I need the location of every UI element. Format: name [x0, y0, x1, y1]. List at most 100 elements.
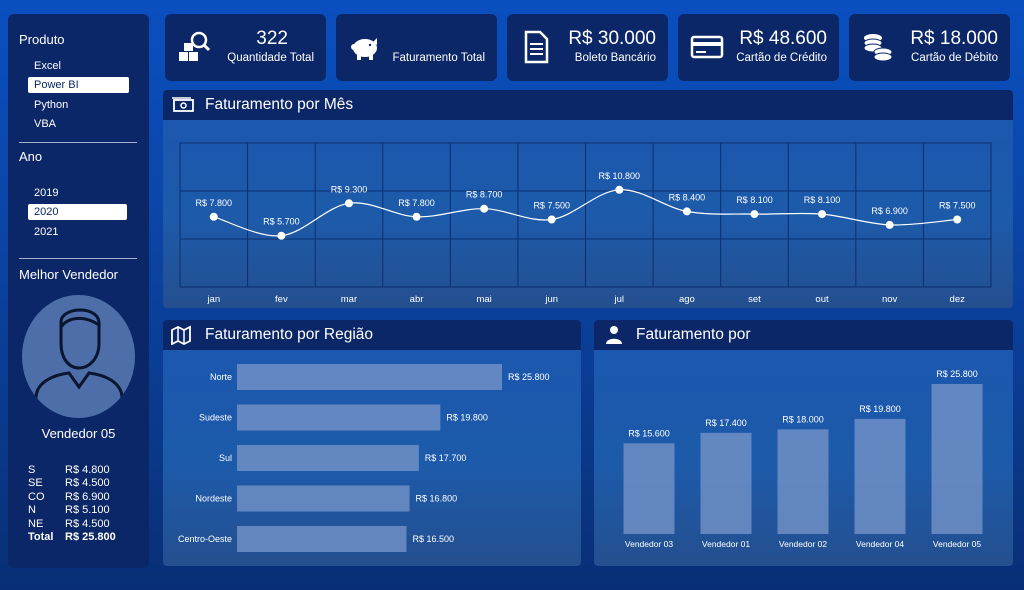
line-chart: R$ 7.800 jan R$ 5.700 fev R$ 9.300 mar R$ 7.80…: [179, 142, 992, 305]
panel-header: Faturamento por: [594, 320, 1013, 350]
x-tick-label: jun: [544, 294, 558, 305]
ano-title: Ano: [19, 149, 43, 164]
x-tick-label: fev: [275, 294, 288, 305]
data-point: [818, 210, 827, 219]
divider: [19, 142, 137, 143]
credit-card-icon: [690, 35, 724, 59]
kpi-value: R$ 30.000: [568, 28, 656, 49]
melhor-vendedor-title: Melhor Vendedor: [19, 267, 119, 282]
stat-row: S R$ 4.800: [28, 464, 110, 476]
money-icon: [172, 97, 194, 112]
hbar-chart: Norte R$ 25.800 Sudeste R$ 19.800 Sul R$ 17.7…: [178, 364, 550, 552]
x-tick-label: mar: [341, 294, 357, 305]
kpi-label: Faturamento Total: [392, 52, 485, 64]
data-label: R$ 7.500: [533, 201, 570, 211]
slicer-item-python[interactable]: Python: [34, 99, 69, 111]
x-tick-label: dez: [950, 294, 966, 305]
data-label: R$ 19.800: [859, 404, 901, 414]
kpi-value: R$ 18.000: [910, 28, 998, 49]
x-tick-label: mai: [476, 294, 491, 305]
bar: [777, 429, 829, 534]
kpi-cartao-debito: R$ 18.000 Cartão de Débito: [849, 14, 1010, 81]
panel-header: Faturamento por Região: [163, 320, 581, 350]
slicer-item-2021[interactable]: 2021: [34, 226, 59, 238]
data-label: R$ 7.800: [196, 198, 233, 208]
category-label: Vendedor 03: [625, 539, 673, 549]
panel-faturamento-regiao: Faturamento por Região Norte R$ 25.800 Sud…: [163, 320, 581, 566]
data-label: R$ 19.800: [446, 413, 488, 423]
user-icon: [606, 326, 622, 344]
data-label: R$ 6.900: [871, 206, 908, 216]
data-point: [547, 215, 556, 224]
bar: [237, 526, 407, 552]
data-point: [480, 204, 489, 213]
best-vendor-name: Vendedor 05: [41, 426, 116, 441]
category-label: Vendedor 02: [779, 539, 827, 549]
x-tick-label: abr: [410, 294, 424, 305]
bar: [237, 364, 502, 390]
avatar: [22, 295, 135, 418]
x-tick-label: out: [815, 294, 829, 305]
data-label: R$ 25.800: [508, 372, 550, 382]
kpi-label: Quantidade Total: [227, 52, 314, 64]
bar: [237, 404, 441, 431]
boxes-search-icon: [179, 31, 211, 61]
person-icon: [34, 308, 124, 418]
data-label: R$ 15.600: [628, 428, 670, 438]
stat-row: NE R$ 4.500: [28, 517, 110, 530]
bar: [700, 432, 752, 534]
bar: [237, 445, 419, 471]
data-label: R$ 10.800: [599, 171, 641, 181]
data-label: R$ 8.400: [669, 192, 706, 202]
stat-row: SE R$ 4.500: [28, 477, 110, 490]
x-tick-label: nov: [882, 294, 898, 305]
data-label: R$ 5.700: [263, 217, 300, 227]
data-point: [682, 207, 691, 216]
bar: [931, 384, 983, 534]
data-point: [277, 231, 286, 240]
data-label: R$ 7.500: [939, 201, 976, 211]
bar: [237, 485, 410, 512]
data-point: [750, 210, 759, 219]
slicer-item-vba[interactable]: VBA: [34, 118, 57, 130]
data-label: R$ 8.700: [466, 190, 503, 200]
data-label: R$ 7.800: [398, 198, 435, 208]
panel-header: Faturamento por Mês: [163, 90, 1013, 120]
data-label: R$ 17.400: [705, 418, 747, 428]
slicer-item-excel[interactable]: Excel: [34, 60, 61, 72]
kpi-value: R$ 48.600: [739, 28, 827, 49]
stat-row: N R$ 5.100: [28, 504, 110, 517]
data-point: [953, 215, 962, 224]
vbar-chart: R$ 15.600 Vendedor 03 R$ 17.400 Vendedor 01…: [623, 369, 983, 549]
kpi-label: Boleto Bancário: [574, 52, 656, 64]
slicer-item-2019[interactable]: 2019: [34, 187, 59, 199]
category-label: Vendedor 01: [702, 539, 750, 549]
data-label: R$ 16.800: [416, 494, 458, 504]
map-icon: [171, 325, 191, 345]
piggy-bank-icon: [351, 38, 377, 60]
slicer-item-2020[interactable]: 2020: [28, 204, 127, 220]
panel-title: Faturamento por Mês: [205, 96, 354, 113]
series-line: [213, 189, 958, 237]
document-icon: [524, 30, 549, 64]
data-point: [344, 199, 353, 208]
data-label: R$ 8.100: [736, 195, 773, 205]
kpi-boleto-bancario: R$ 30.000 Boleto Bancário: [507, 14, 668, 81]
data-label: R$ 17.700: [425, 453, 467, 463]
slicer-item-power-bi[interactable]: Power BI: [28, 77, 129, 93]
data-label: R$ 25.800: [936, 369, 978, 379]
x-tick-label: ago: [679, 294, 695, 305]
data-label: R$ 16.500: [412, 534, 454, 544]
kpi-quantidade-total: 322 Quantidade Total: [165, 14, 326, 81]
vendor-stats: S R$ 4.800 SE R$ 4.500 CO R$ 6.900 N R$ 5.10…: [28, 464, 116, 544]
data-label: R$ 8.100: [804, 195, 841, 205]
produto-title: Produto: [19, 32, 65, 47]
panel-faturamento-vendedor: Faturamento por R$ 15.600 Vendedor 03 R$ 1…: [594, 320, 1013, 566]
bar: [854, 418, 906, 534]
stat-row: CO R$ 6.900: [28, 490, 110, 503]
kpi-label: Cartão de Crédito: [736, 52, 827, 64]
category-label: Centro-Oeste: [178, 534, 232, 544]
panel-title: Faturamento por Região: [205, 326, 374, 343]
kpi-faturamento-total: Faturamento Total: [336, 14, 497, 81]
